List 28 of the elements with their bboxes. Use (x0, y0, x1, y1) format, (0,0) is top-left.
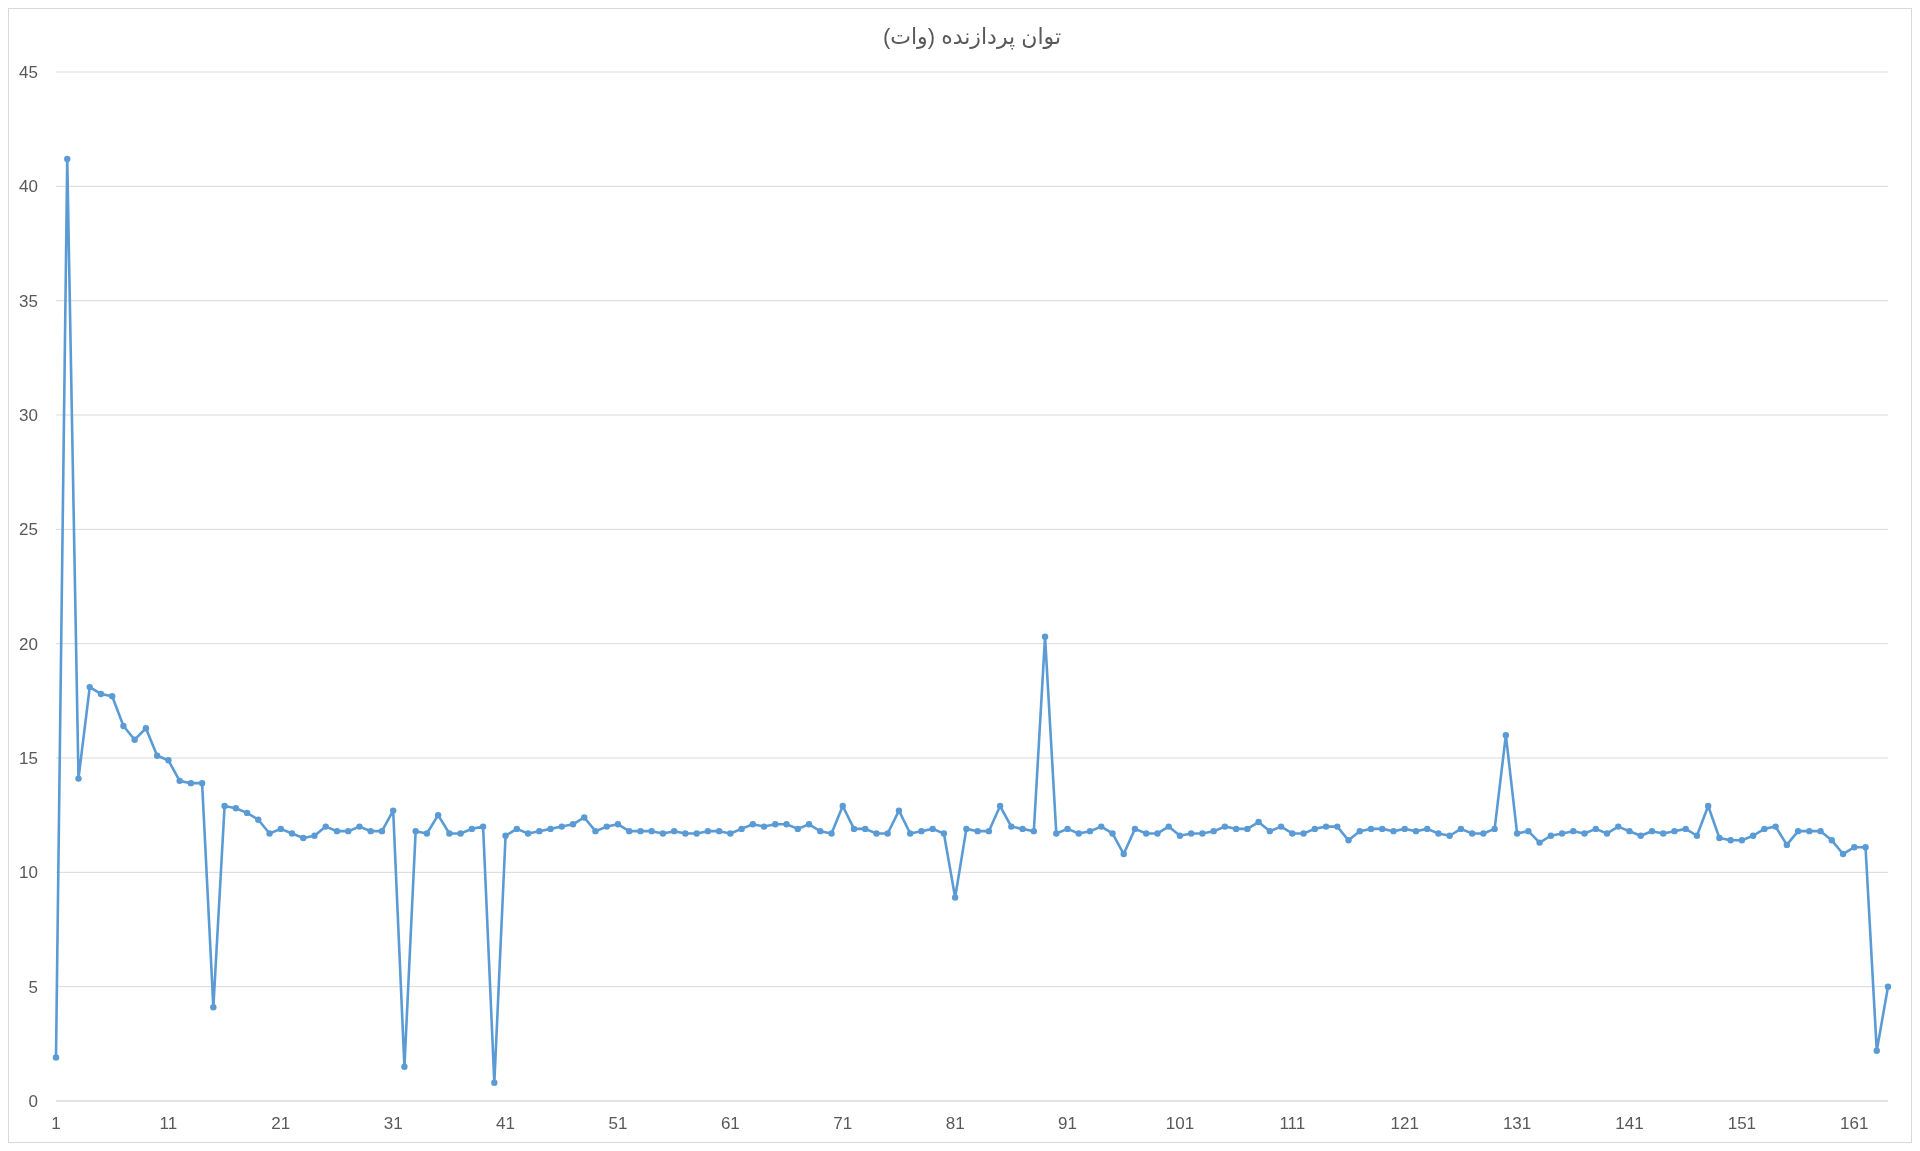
x-tick-label: 51 (608, 1114, 628, 1133)
x-tick-label: 131 (1502, 1114, 1532, 1133)
y-tick-label: 45 (19, 62, 38, 82)
x-tick-label: 41 (496, 1114, 516, 1133)
chart-title: توان پردازنده (وات) (882, 24, 1062, 50)
x-tick-label: 101 (1165, 1114, 1195, 1133)
x-tick-label: 31 (383, 1114, 403, 1133)
x-tick-label: 61 (720, 1114, 740, 1133)
x-tick-label: 161 (1840, 1114, 1869, 1133)
x-tick-label: 91 (1058, 1114, 1077, 1133)
y-tick-label: 15 (19, 748, 38, 768)
x-tick-label: 141 (1615, 1114, 1644, 1133)
x-tick-label: 21 (271, 1114, 291, 1133)
y-tick-label: 10 (19, 863, 38, 883)
y-tick-label: 25 (19, 520, 38, 540)
y-tick-label: 0 (28, 1091, 38, 1111)
y-tick-label: 35 (19, 291, 38, 311)
x-tick-label: 1 (51, 1114, 61, 1133)
y-tick-label: 5 (28, 977, 38, 997)
x-tick-label: 111 (1279, 1114, 1306, 1133)
y-tick-label: 40 (19, 177, 38, 197)
x-tick-label: 151 (1727, 1114, 1757, 1133)
y-tick-label: 20 (19, 634, 38, 654)
x-tick-label: 121 (1390, 1114, 1419, 1133)
x-tick-label: 11 (159, 1114, 178, 1133)
x-tick-label: 71 (833, 1114, 853, 1133)
x-tick-label: 81 (945, 1114, 965, 1133)
y-tick-label: 30 (19, 405, 38, 425)
